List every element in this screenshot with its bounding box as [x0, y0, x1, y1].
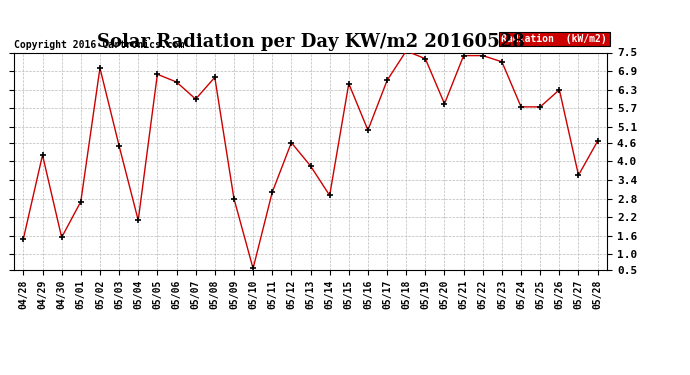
Text: Copyright 2016 Cartronics.com: Copyright 2016 Cartronics.com — [14, 40, 184, 50]
Text: Radiation  (kW/m2): Radiation (kW/m2) — [502, 34, 607, 44]
Title: Solar Radiation per Day KW/m2 20160528: Solar Radiation per Day KW/m2 20160528 — [97, 33, 524, 51]
